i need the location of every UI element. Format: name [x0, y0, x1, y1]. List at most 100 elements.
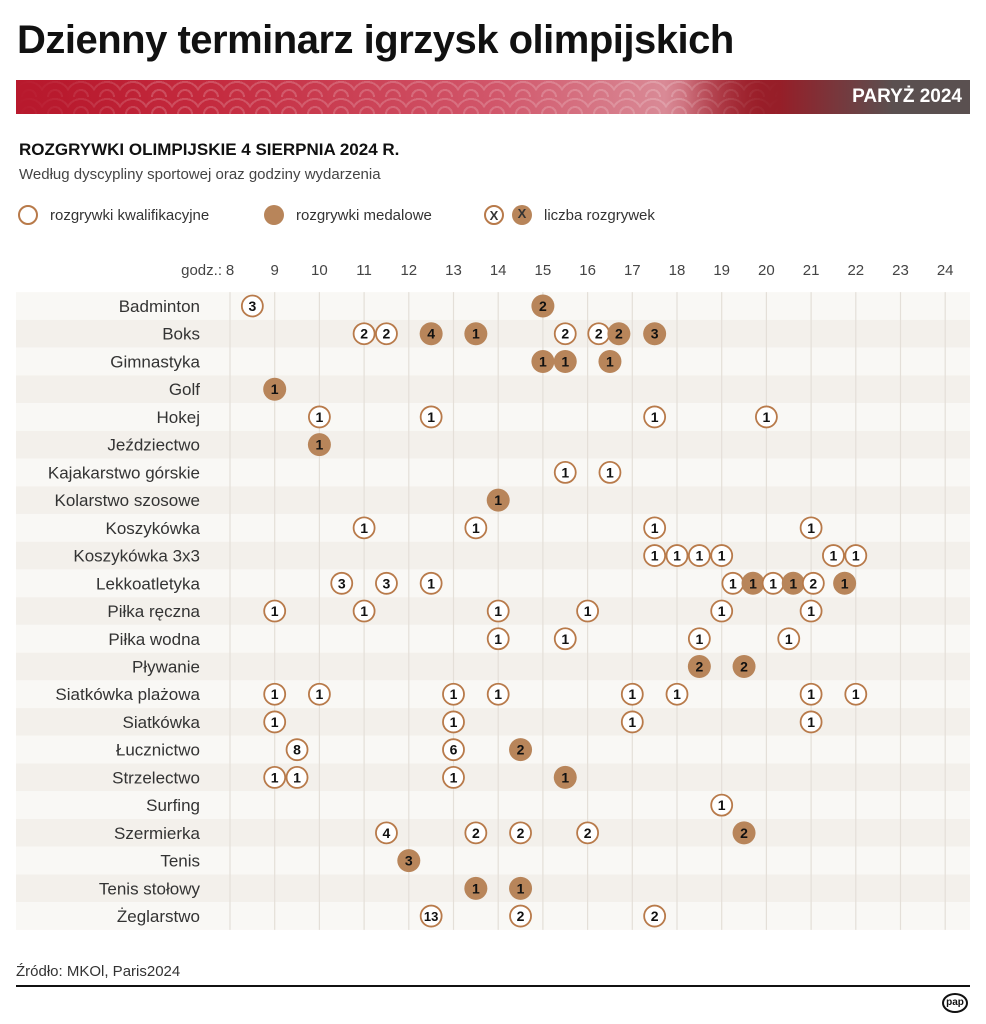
qualifying-event-marker [801, 571, 825, 595]
qualifying-event-marker [442, 682, 465, 706]
qualifying-event-marker [777, 627, 801, 651]
event-count-label: 1 [561, 464, 569, 480]
x-tick-label: 12 [400, 262, 417, 279]
legend-qualifying-label: rozgrywki kwalifikacyjne [50, 206, 210, 224]
sport-label: Badminton [119, 297, 200, 316]
qualifying-event-marker [509, 821, 532, 845]
sport-label: Gimnastyka [110, 352, 200, 371]
event-count-label: 1 [539, 353, 547, 369]
qualifying-event-marker [442, 738, 465, 762]
qualifying-event-marker [620, 710, 644, 734]
event-count-label: 1 [852, 548, 860, 564]
event-count-label: 1 [427, 409, 435, 425]
event-badge: PARYŻ 2024 [852, 86, 962, 107]
event-count-label: 1 [807, 603, 815, 619]
event-count-label: 1 [293, 769, 301, 785]
qualifying-event-marker [419, 904, 443, 928]
event-count-label: 8 [293, 742, 301, 758]
event-count-label: 1 [606, 464, 614, 480]
qualifying-event-marker [576, 599, 599, 623]
qualifying-event-marker [643, 904, 667, 928]
event-count-label: 1 [494, 492, 502, 508]
event-count-label: 1 [785, 631, 793, 647]
event-count-label: 2 [517, 742, 525, 758]
event-count-label: 3 [383, 575, 391, 591]
qualifying-event-marker [486, 682, 510, 706]
event-count-label: 1 [561, 769, 569, 785]
event-count-label: 1 [472, 880, 480, 896]
qualifying-event-marker [330, 571, 354, 595]
qualifying-event-marker [620, 682, 644, 706]
event-count-label: 1 [807, 686, 815, 702]
event-count-label: 1 [628, 686, 636, 702]
sport-label: Piłka ręczna [107, 602, 200, 621]
qualifying-event-marker [375, 322, 398, 346]
sport-label: Siatkówka [123, 713, 201, 732]
page-title: Dzienny terminarz igrzysk olimpijskich [17, 18, 734, 62]
legend-count-label: liczba rozgrywek [544, 206, 655, 224]
x-tick-label: 10 [311, 262, 328, 279]
qualifying-event-marker [352, 322, 376, 346]
x-axis-prefix: godz.: [181, 262, 222, 279]
qualifying-event-marker [755, 405, 778, 429]
qualifying-event-marker [643, 405, 667, 429]
x-tick-label: 14 [490, 262, 507, 279]
qualifying-event-marker [464, 516, 488, 540]
qualifying-event-marker [285, 766, 309, 789]
qualifying-event-marker [464, 821, 488, 845]
event-count-label: 1 [651, 520, 659, 536]
event-count-label: 1 [729, 575, 737, 591]
sport-label: Tenis stołowy [99, 879, 201, 898]
event-count-label: 1 [718, 797, 726, 813]
legend-count: X X liczba rozgrywek [484, 205, 655, 225]
schedule-chart: 8 9 10 11 12 13 14 15 16 17 18 19 20 21 22 23 24godz.:Ba… [16, 262, 970, 930]
event-count-label: 2 [561, 326, 569, 342]
medal-event-marker [781, 571, 805, 595]
event-count-label: 1 [360, 520, 368, 536]
qualifying-event-marker [799, 682, 823, 706]
event-count-label: 1 [584, 603, 592, 619]
event-count-label: 1 [316, 686, 324, 702]
medal-event-marker [307, 433, 331, 457]
event-count-label: 1 [651, 409, 659, 425]
medal-event-marker [741, 571, 765, 595]
event-count-label: 1 [606, 353, 614, 369]
chart-subtitle: ROZGRYWKI OLIMPIJSKIE 4 SIERPNIA 2024 R. [19, 140, 400, 159]
event-count-label: 2 [472, 825, 480, 841]
event-count-label: 1 [651, 548, 659, 564]
event-count-label: 1 [494, 686, 502, 702]
medal-event-marker [732, 654, 756, 678]
event-count-label: 1 [807, 714, 815, 730]
qualifying-event-marker [263, 682, 287, 706]
event-count-label: 1 [628, 714, 636, 730]
sport-label: Boks [162, 325, 200, 344]
footer-divider [16, 985, 970, 987]
event-count-label: 1 [316, 437, 324, 453]
event-count-label: 2 [740, 825, 748, 841]
event-count-label: 1 [561, 353, 569, 369]
medal-event-marker [531, 294, 555, 318]
medal-event-marker [397, 849, 421, 873]
qualifying-event-marker [509, 904, 532, 928]
event-count-label: 4 [427, 326, 435, 342]
event-count-label: 1 [769, 575, 777, 591]
qualifying-event-marker [307, 682, 331, 706]
event-count-label: 2 [584, 825, 592, 841]
x-tick-label: 8 [226, 262, 234, 279]
sport-label: Jeździectwo [107, 436, 200, 455]
event-count-label: 1 [472, 520, 480, 536]
qualifying-event-marker [352, 516, 376, 540]
x-tick-label: 18 [669, 262, 686, 279]
row-stripe [16, 319, 970, 348]
sport-label: Siatkówka plażowa [55, 685, 200, 704]
qualifying-event-marker [486, 599, 510, 623]
sport-label: Szermierka [114, 824, 201, 843]
qualifying-event-marker [375, 821, 398, 845]
sport-label: Kolarstwo szosowe [54, 491, 200, 510]
event-count-label: 1 [718, 548, 726, 564]
medal-event-marker [486, 488, 510, 512]
x-tick-label: 11 [356, 262, 372, 279]
sport-label: Surfing [146, 796, 200, 815]
qualifying-event-marker [799, 599, 823, 623]
event-count-label: 1 [852, 686, 860, 702]
